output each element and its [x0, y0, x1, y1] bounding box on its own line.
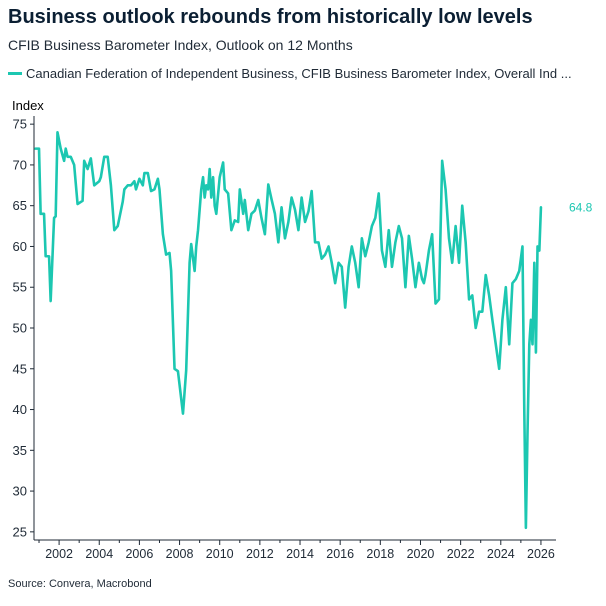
legend-swatch: [8, 72, 22, 75]
legend: Canadian Federation of Independent Busin…: [8, 66, 600, 81]
y-tick-label: 75: [13, 117, 27, 132]
y-tick-label: 35: [13, 443, 27, 458]
chart-subtitle: CFIB Business Barometer Index, Outlook o…: [8, 37, 353, 53]
y-tick-label: 25: [13, 524, 27, 539]
x-tick-label: 2016: [326, 547, 354, 561]
chart-title: Business outlook rebounds from historica…: [8, 6, 533, 28]
series-line-0: [34, 131, 543, 530]
x-tick-label: 2024: [487, 547, 515, 561]
axes: [30, 116, 556, 545]
x-tick-label: 2006: [125, 547, 153, 561]
y-tick-label: 60: [13, 239, 27, 254]
x-tick-label: 2020: [407, 547, 435, 561]
y-tick-label: 55: [13, 280, 27, 295]
y-tick-label: 70: [13, 157, 27, 172]
source-note: Source: Convera, Macrobond: [8, 578, 152, 590]
series-layer: [34, 131, 543, 530]
y-tick-label: 50: [13, 321, 27, 336]
x-tick-label: 2018: [366, 547, 394, 561]
x-tick-label: 2004: [85, 547, 113, 561]
x-tick-label: 2014: [286, 547, 314, 561]
x-tick-label: 2008: [166, 547, 194, 561]
x-tick-label: 2012: [246, 547, 274, 561]
tick-labels: 25 30 35 40 45 50 55 60 65 70 75 2002 2004 2006 2008 20…: [13, 117, 555, 561]
y-tick-label: 45: [13, 361, 27, 376]
y-tick-label: 40: [13, 402, 27, 417]
y-tick-label: 30: [13, 484, 27, 499]
x-tick-label: 2002: [45, 547, 73, 561]
x-tick-label: 2010: [206, 547, 234, 561]
x-tick-label: 2022: [447, 547, 475, 561]
y-axis-label: Index: [12, 98, 44, 113]
y-tick-label: 65: [13, 198, 27, 213]
end-value-label: 64.8: [569, 200, 593, 214]
x-tick-label: 2026: [527, 547, 555, 561]
